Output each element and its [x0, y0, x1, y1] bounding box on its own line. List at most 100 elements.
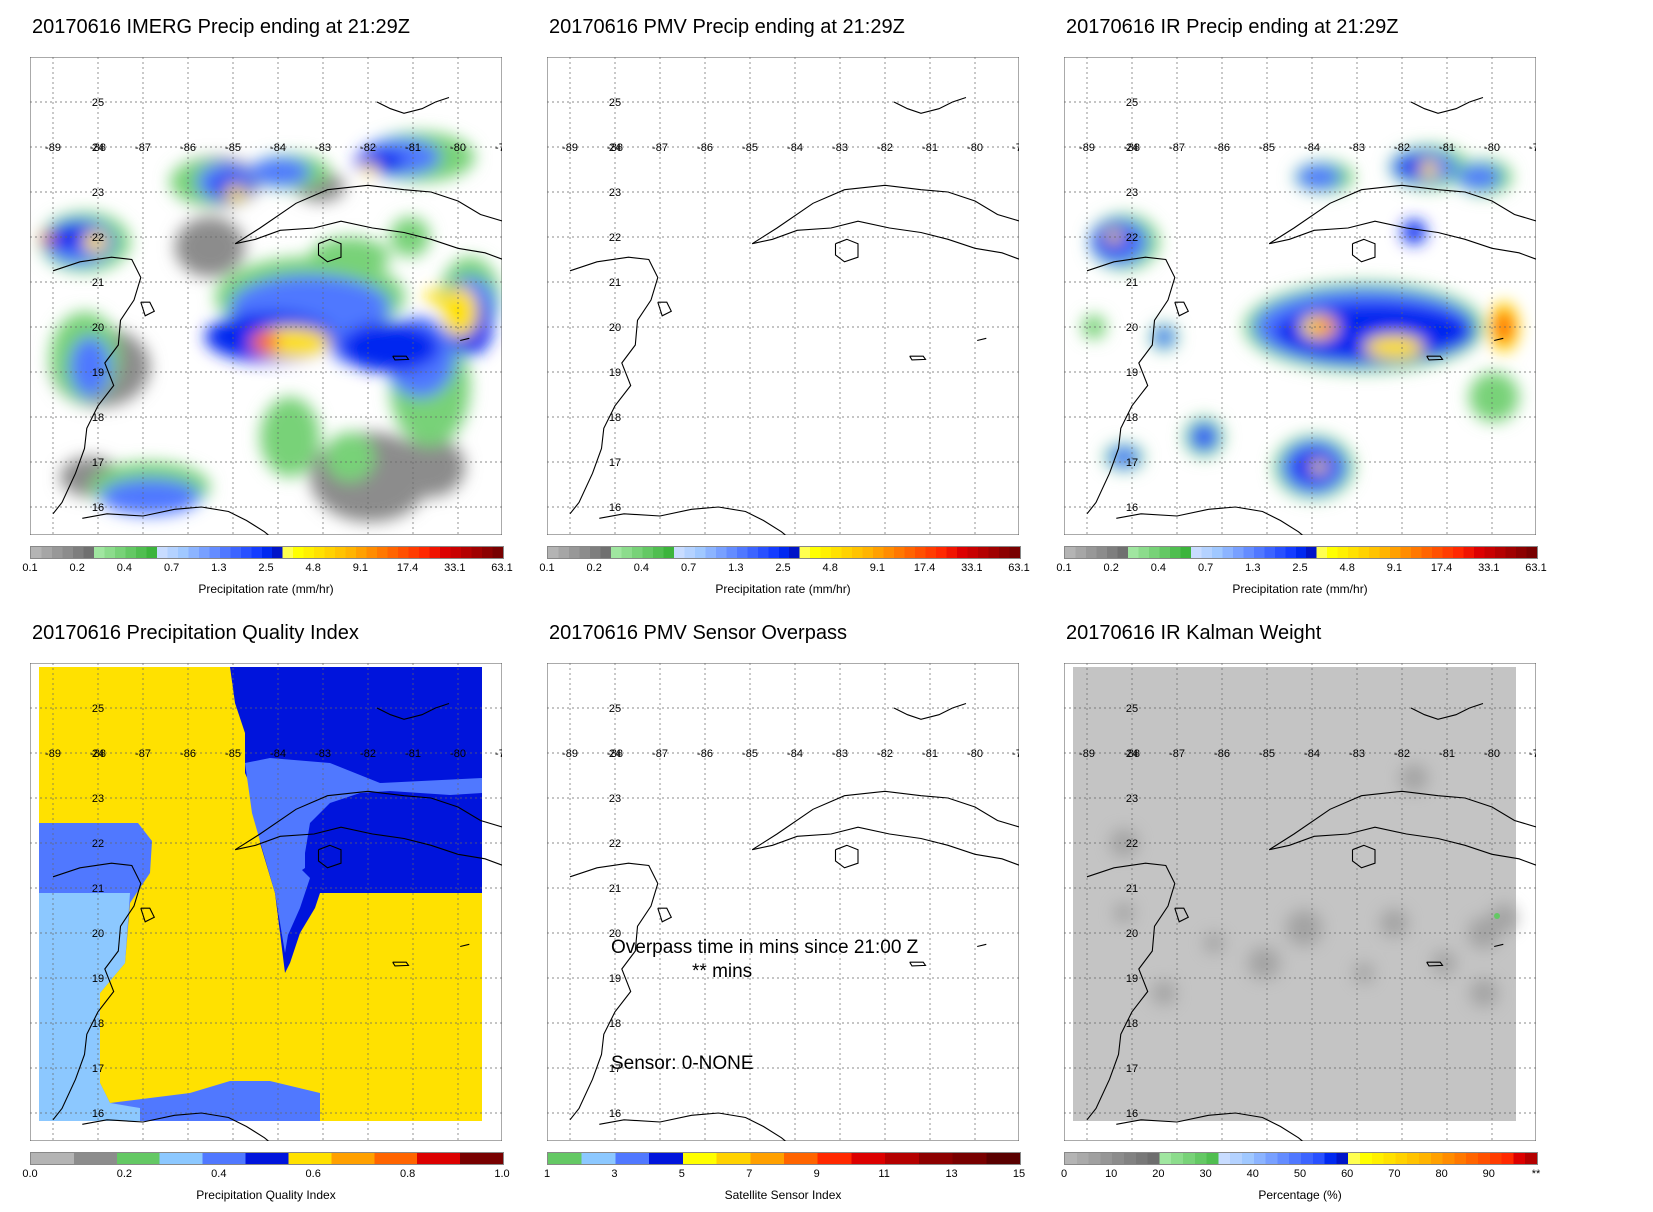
lat-label: 17 — [92, 1063, 104, 1075]
colorbar-tick-label: 0.7 — [1197, 562, 1214, 574]
lon-label: -81 — [405, 142, 421, 154]
lon-label: -88 — [607, 748, 623, 760]
lat-label: 16 — [92, 1108, 104, 1120]
panel-title: 20170616 Precipitation Quality Index — [32, 622, 359, 644]
lon-label: -81 — [922, 748, 938, 760]
lat-lon-grid — [30, 57, 502, 535]
colorbar-tick-label: 3 — [611, 1168, 618, 1180]
map-panel: 20170616 PMV Sensor Overpass -89 -88 -87 -86… — [517, 606, 1068, 1212]
lon-label: -81 — [405, 748, 421, 760]
grid-labels: -89 -88 -87 -86 -85 -84 -83 -82 -81 -80 -79 25 24 23 2… — [562, 97, 1019, 514]
lon-label: -79 — [1529, 748, 1536, 760]
lon-label: -83 — [832, 748, 848, 760]
lon-label: -84 — [1304, 142, 1320, 154]
lat-label: 25 — [1126, 97, 1138, 109]
map-panel: 20170616 IR Precip ending at 21:29Z -89 -8… — [1034, 0, 1585, 606]
lat-label: 25 — [609, 703, 621, 715]
lat-label: 22 — [609, 838, 621, 850]
lat-label: 17 — [609, 1063, 621, 1075]
lat-label: 25 — [609, 97, 621, 109]
colorbar-tick-label: 40 — [1246, 1168, 1259, 1180]
lon-label: -81 — [1439, 748, 1455, 760]
colorbar-ticks: 0.1 0.2 0.4 0.7 1.3 2.5 4.8 9.1 17.4 33.1 63.1 — [22, 562, 512, 576]
colorbar-tick-label: 17.4 — [913, 562, 936, 574]
map-frame — [547, 663, 1019, 1141]
data-field — [1073, 667, 1518, 1121]
overpass-time-text: Overpass time in mins since 21:00 Z — [611, 937, 919, 958]
lat-lon-grid — [1064, 663, 1536, 1141]
lon-label: -89 — [45, 142, 61, 154]
colorbar-tick-label: 0.2 — [116, 1168, 133, 1180]
lon-label: -89 — [1079, 748, 1095, 760]
lon-label: -85 — [225, 748, 241, 760]
colorbar-label: Percentage (%) — [1258, 1188, 1342, 1202]
colorbar-tick-label: 0.8 — [399, 1168, 416, 1180]
colorbar-tick-label: 1.3 — [211, 562, 227, 574]
lon-label: -89 — [1079, 142, 1095, 154]
lat-label: 20 — [609, 322, 621, 334]
grid-labels: -89 -88 -87 -86 -85 -84 -83 -82 -81 -80 -79 25 24 23 2… — [562, 703, 1019, 1120]
colorbar-tick-label: 2.5 — [775, 562, 791, 574]
coastline — [1086, 96, 1536, 535]
map-plot: -89 -88 -87 -86 -85 -84 -83 -82 -81 -80 -79 25 24 23 2… — [1064, 57, 1536, 535]
lon-label: -81 — [1439, 142, 1455, 154]
colorbar-tick-label: 30 — [1199, 1168, 1212, 1180]
colorbar-tick-label: 0.6 — [305, 1168, 321, 1180]
lat-label: 19 — [609, 973, 621, 985]
lat-label: 20 — [92, 322, 104, 334]
colorbar-tick-label: 2.5 — [258, 562, 274, 574]
lat-label: 16 — [1126, 502, 1138, 514]
map-panel: 20170616 IR Kalman Weight -89 -88 -87 -86 -85… — [1034, 606, 1585, 1212]
colorbar-tick-label: 0.1 — [22, 562, 38, 574]
lon-label: -89 — [45, 748, 61, 760]
lat-lon-grid — [1064, 57, 1536, 535]
lat-label: 25 — [92, 703, 104, 715]
lat-label: 17 — [92, 457, 104, 469]
colorbar-tick-label: 9.1 — [1386, 562, 1403, 574]
colorbar-tick-label: 13 — [945, 1168, 958, 1180]
map-plot: -89 -88 -87 -86 -85 -84 -83 -82 -81 -80 -79 25 24 23 2… — [547, 57, 1019, 535]
colorbar-tick-label: 80 — [1435, 1168, 1448, 1180]
lon-label: -84 — [270, 748, 286, 760]
lat-label: 22 — [609, 232, 621, 244]
lat-label: 22 — [1126, 838, 1138, 850]
lon-label: -87 — [652, 142, 668, 154]
lon-label: -79 — [495, 142, 502, 154]
lon-label: -83 — [315, 142, 331, 154]
lon-label: -84 — [787, 748, 803, 760]
colorbar-tick-label: 9.1 — [869, 562, 886, 574]
colorbar-tick-label: 7 — [746, 1168, 753, 1180]
lat-label: 18 — [609, 412, 621, 424]
lon-label: -87 — [652, 748, 668, 760]
lat-label: 18 — [1126, 412, 1138, 424]
lat-label: 23 — [92, 793, 104, 805]
lon-label: -85 — [1259, 142, 1275, 154]
lat-label: 18 — [92, 1018, 104, 1030]
lat-label: 24 — [92, 748, 104, 760]
colorbar-tick-label: 0.1 — [1056, 562, 1072, 574]
lat-label: 21 — [1126, 883, 1138, 895]
lon-label: -88 — [1124, 142, 1140, 154]
lat-label: 16 — [92, 502, 104, 514]
lon-label: -80 — [450, 748, 466, 760]
lon-label: -87 — [1169, 142, 1185, 154]
lat-label: 17 — [1126, 1063, 1138, 1075]
lon-label: -83 — [832, 142, 848, 154]
lon-label: -79 — [1012, 142, 1019, 154]
lon-label: -88 — [90, 142, 106, 154]
lat-label: 16 — [609, 1108, 621, 1120]
lon-label: -80 — [1484, 748, 1500, 760]
lat-label: 21 — [1126, 277, 1138, 289]
map-plot: -89 -88 -87 -86 -85 -84 -83 -82 -81 -80 -79 25 24 23 2… — [547, 663, 1019, 1141]
lat-label: 24 — [609, 142, 621, 154]
lon-label: -86 — [1214, 748, 1230, 760]
lon-label: -83 — [315, 748, 331, 760]
colorbar-tick-label: 63.1 — [491, 562, 513, 574]
lon-label: -83 — [1349, 748, 1365, 760]
colorbar-tick-label: 17.4 — [1430, 562, 1453, 574]
colorbar-tick-label: ** — [1531, 1168, 1541, 1180]
lon-label: -88 — [1124, 748, 1140, 760]
grid-labels: -89 -88 -87 -86 -85 -84 -83 -82 -81 -80 -79 25 24 23 2… — [45, 97, 502, 514]
lat-label: 19 — [609, 367, 621, 379]
colorbar-label: Precipitation rate (mm/hr) — [198, 582, 334, 596]
